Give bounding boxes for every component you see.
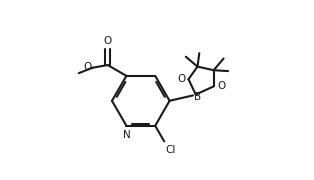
- Text: Cl: Cl: [165, 145, 176, 155]
- Text: N: N: [122, 130, 130, 140]
- Text: O: O: [104, 36, 112, 46]
- Text: O: O: [217, 81, 225, 91]
- Text: O: O: [177, 74, 185, 84]
- Text: O: O: [83, 62, 91, 72]
- Text: B: B: [194, 92, 201, 102]
